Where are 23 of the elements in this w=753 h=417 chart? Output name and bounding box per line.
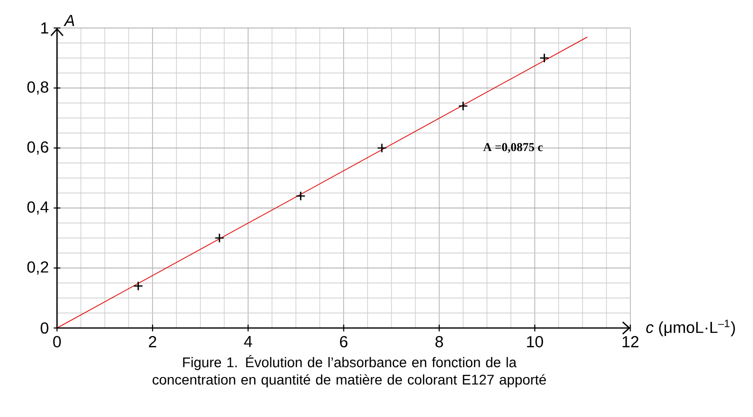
point (458, 101, 468, 111)
x-tick-label: 12 (622, 336, 638, 348)
x-tick-label: 10 (527, 336, 544, 348)
x-tick-label: 6 (340, 336, 348, 348)
x-axis-title: c (μmoL·L$^{–1}$) (646, 320, 735, 336)
y-tick-label: 0 (40, 322, 48, 334)
annotation: A =0,0875 c (483, 143, 543, 153)
y-tick-label: 0,4 (27, 201, 48, 215)
y-tick-label: 0,2 (27, 261, 48, 275)
point (133, 281, 144, 291)
y-tick-label: 0,6 (27, 141, 48, 155)
x-tick-label: 2 (148, 336, 156, 348)
y-tick-label: 0,8 (27, 81, 48, 95)
point (539, 53, 550, 63)
point (376, 143, 387, 153)
point (214, 233, 224, 243)
x-tick-label: 8 (435, 336, 443, 348)
y-axis-title: A (64, 14, 74, 26)
point (296, 191, 306, 201)
y-tick-label: 1 (41, 22, 48, 34)
x-tick-label: 4 (244, 336, 252, 348)
x-tick-label: 0 (53, 336, 61, 348)
text: Figure 1. Évolution de l’absorbance en fonction de la concentration en quantité de matière de colorant E127 apporté (152, 355, 546, 388)
